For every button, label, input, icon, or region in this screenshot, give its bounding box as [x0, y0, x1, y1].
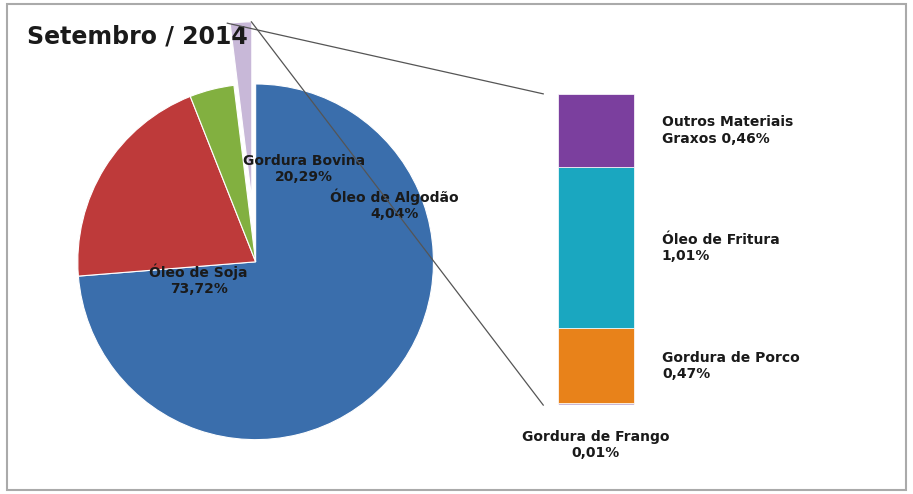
Text: Gordura de Frango
0,01%: Gordura de Frango 0,01%: [522, 430, 669, 460]
Wedge shape: [190, 85, 256, 262]
Wedge shape: [78, 96, 256, 276]
Text: Óleo de Algodão
4,04%: Óleo de Algodão 4,04%: [330, 189, 458, 221]
Bar: [558, 167, 634, 329]
Bar: [558, 404, 634, 405]
Text: Gordura de Porco
0,47%: Gordura de Porco 0,47%: [662, 351, 800, 381]
Wedge shape: [79, 84, 434, 440]
Text: Óleo de Soja
73,72%: Óleo de Soja 73,72%: [150, 263, 248, 296]
Text: Gordura Bovina
20,29%: Gordura Bovina 20,29%: [243, 154, 364, 184]
Text: Setembro / 2014: Setembro / 2014: [27, 25, 248, 49]
Text: Outros Materiais
Graxos 0,46%: Outros Materiais Graxos 0,46%: [662, 116, 793, 146]
Bar: [558, 329, 634, 404]
Wedge shape: [230, 22, 252, 200]
Bar: [558, 94, 634, 167]
Text: Óleo de Fritura
1,01%: Óleo de Fritura 1,01%: [662, 233, 780, 263]
